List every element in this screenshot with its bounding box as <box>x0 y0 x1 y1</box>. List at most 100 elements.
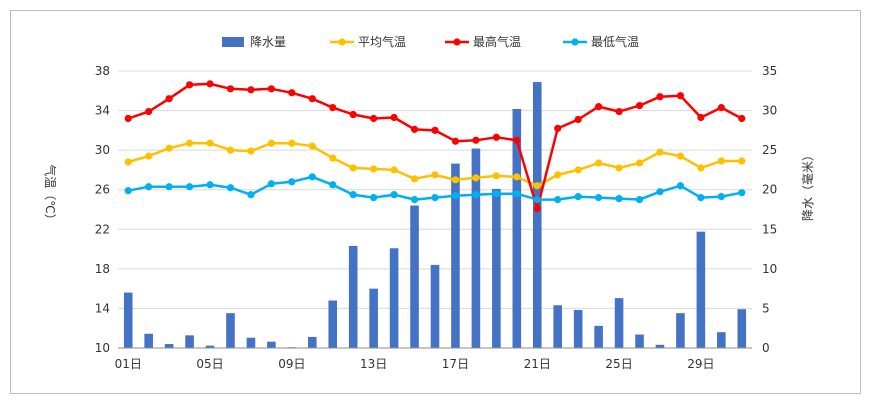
series-point <box>410 196 419 204</box>
series-line <box>127 141 742 188</box>
precipitation-bar <box>410 205 419 348</box>
series-point <box>738 114 746 123</box>
series-point <box>226 146 235 154</box>
right-axis-title: 降水（毫米） <box>800 149 815 221</box>
series-point <box>554 124 562 132</box>
series-point <box>595 159 603 167</box>
precipitation-bar <box>614 298 624 348</box>
series-point <box>349 164 357 172</box>
precipitation-bar <box>185 335 194 348</box>
series-point <box>615 164 623 172</box>
precipitation-bar <box>451 163 460 348</box>
series-point <box>329 104 337 112</box>
series-point <box>185 183 194 191</box>
precipitation-bar <box>226 313 235 348</box>
y-right-tick-label: 5 <box>762 301 770 315</box>
series-point <box>676 152 685 160</box>
series-point <box>124 114 132 123</box>
series-point <box>451 137 460 145</box>
precipitation-bar <box>717 332 726 348</box>
series-point <box>329 181 337 189</box>
precipitation-bar <box>594 325 603 348</box>
precipitation-bar <box>471 148 481 348</box>
series-point <box>472 174 480 182</box>
x-tick-label: 29日 <box>687 357 714 371</box>
y-right-tick-label: 15 <box>762 222 777 236</box>
series-point <box>185 139 194 147</box>
series-point <box>697 113 705 122</box>
series-point <box>390 166 398 174</box>
series-point <box>615 195 623 203</box>
series-point <box>513 173 521 181</box>
precipitation-bar <box>676 313 685 348</box>
series-point <box>595 194 603 202</box>
series-point <box>635 102 644 110</box>
series-point <box>206 139 214 147</box>
series-point <box>451 192 460 200</box>
series-point <box>635 159 644 167</box>
legend-label: 平均气温 <box>358 34 406 49</box>
y-right-tick-label: 30 <box>762 104 777 118</box>
series-point <box>247 147 255 155</box>
series-point <box>206 80 214 88</box>
series-point <box>676 92 685 100</box>
precipitation-bar <box>553 305 563 348</box>
precipitation-bar <box>267 341 276 348</box>
precipitation-bars <box>123 82 747 348</box>
legend-label: 最低气温 <box>591 34 639 49</box>
series-point <box>410 125 419 133</box>
series-point <box>533 182 541 190</box>
temperature-lines <box>124 80 746 213</box>
y-left-tick-label: 14 <box>95 301 110 315</box>
series-point <box>717 104 725 112</box>
legend-marker <box>453 38 461 46</box>
series-point <box>697 164 705 172</box>
series-point <box>308 142 316 150</box>
precipitation-bar <box>635 334 644 348</box>
precipitation-bar <box>430 264 440 348</box>
series-point <box>247 191 255 199</box>
series-point <box>165 144 173 152</box>
series-point <box>431 171 439 179</box>
precipitation-bar <box>532 82 542 348</box>
precipitation-bar <box>369 288 378 348</box>
y-left-tick-label: 26 <box>95 183 110 197</box>
precipitation-bar <box>307 336 317 348</box>
series-point <box>697 194 705 202</box>
series-point <box>267 85 275 93</box>
series-point <box>554 196 562 204</box>
series-point <box>329 154 337 162</box>
series-point <box>492 190 500 198</box>
x-tick-label: 17日 <box>442 357 469 371</box>
series-point <box>267 180 275 188</box>
series-point <box>738 157 746 165</box>
gridlines <box>118 70 752 309</box>
series-point <box>349 191 357 199</box>
series-point <box>288 139 296 147</box>
legend-label: 最高气温 <box>473 34 521 49</box>
series-point <box>370 194 378 202</box>
series-point <box>472 136 480 144</box>
series-point <box>513 136 521 144</box>
legend: 降水量 平均气温 最高气温 最低气温 <box>222 34 639 49</box>
y-right-tick-label: 20 <box>762 183 777 197</box>
y-right-tick-label: 35 <box>762 64 777 78</box>
series-point <box>676 182 685 190</box>
precipitation-bar <box>205 345 215 348</box>
y-left-tick-label: 22 <box>95 222 110 236</box>
precipitation-bar <box>246 337 256 348</box>
series-point <box>124 187 132 195</box>
series-point <box>635 196 644 204</box>
legend-marker <box>571 38 579 46</box>
y-right-tick-label: 25 <box>762 143 777 157</box>
y-left-tick-label: 30 <box>95 143 110 157</box>
left-axis-title: 气温（℃） <box>43 164 58 225</box>
series-point <box>574 115 582 124</box>
precipitation-bar <box>389 248 399 348</box>
legend-marker <box>338 38 346 46</box>
series-point <box>145 107 153 116</box>
series-point <box>574 166 582 174</box>
x-tick-label: 13日 <box>360 357 387 371</box>
y-left-tick-label: 18 <box>95 262 110 276</box>
